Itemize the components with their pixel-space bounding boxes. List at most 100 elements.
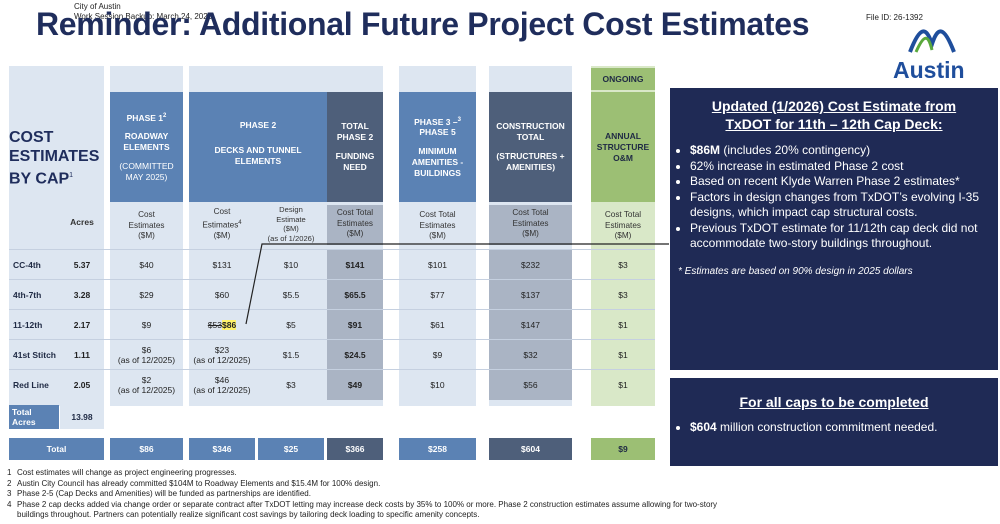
footnote-2: 2 Austin City Council has already committ… (7, 478, 381, 488)
row-separator (9, 309, 655, 310)
total-acres-line1: Total (12, 407, 32, 417)
om-line2: STRUCTURE (596, 141, 650, 152)
col-bg-labels (9, 66, 104, 406)
sub-p1-3: ($M) (138, 231, 155, 240)
cell-value: $23 (214, 345, 230, 355)
sub-p1-2: Estimates (128, 220, 165, 230)
cell-p2cost: $131 (189, 250, 255, 280)
label-line-3: BY CAP (9, 170, 70, 188)
completion-bullet-rest: million construction commitment needed. (716, 420, 938, 434)
sub-p2design-1: Design (279, 205, 303, 214)
sub-p35-1: Cost Total (419, 210, 456, 219)
total2-line1: TOTAL (341, 121, 369, 131)
cell-p1: $9 (110, 310, 183, 340)
sub-p35-2: Estimates (419, 220, 456, 230)
cell-p1: $40 (110, 250, 183, 280)
row-separator (9, 369, 655, 370)
footnote-mark: 1 (69, 172, 74, 179)
cell-value: $1 (618, 380, 628, 390)
sub-p35-3: ($M) (429, 231, 446, 240)
cell-value: $32 (523, 350, 538, 360)
sub-p1-1: Cost (138, 210, 155, 219)
header-om: ANNUAL STRUCTURE O&M (591, 92, 655, 202)
totals-construction: $604 (489, 438, 572, 460)
total-acres-line2: Acres (12, 417, 36, 427)
totals-p1: $86 (110, 438, 183, 460)
label-line-1: COST (9, 129, 54, 146)
completion-panel: For all caps to be completed $604 millio… (670, 378, 998, 466)
cell-value: $10 (283, 260, 299, 270)
file-id: File ID: 26-1392 (866, 13, 923, 22)
om-line3: O&M (613, 152, 633, 163)
phase1-line5: MAY 2025) (125, 172, 168, 183)
cell-value: $61 (430, 320, 445, 330)
cell-value: $5.5 (282, 290, 300, 300)
cell-p2cost: $23 (as of 12/2025) (189, 340, 255, 370)
phase35-sup: 3 (457, 116, 461, 123)
cell-p2cost: $60 (189, 280, 255, 310)
total2-line4: NEED (343, 162, 367, 172)
om-line1: ANNUAL (605, 130, 641, 141)
row-label: Red Line (13, 380, 49, 390)
phase1-title: PHASE 1 (126, 112, 164, 123)
phase35-line3: MINIMUM (418, 146, 457, 157)
row-separator (9, 249, 655, 250)
sub-total2-2: Estimates (337, 218, 373, 228)
city-label: City of Austin (74, 2, 121, 11)
cell-value: $29 (139, 290, 154, 300)
row-acres: 1.11 (73, 350, 91, 360)
cell-value: $141 (345, 260, 365, 270)
row-label: CC-4th (13, 260, 41, 270)
cell-note: (as of 12/2025) (117, 355, 176, 365)
cost-estimates-label: COST ESTIMATES BY CAP1 (9, 128, 99, 188)
sub-total2-1: Cost Total (336, 208, 374, 217)
sub-om-2: Estimates (605, 220, 641, 230)
phase1-line2: ROADWAY (124, 131, 169, 142)
session-label: Work Session Backup: March 24, 2026 (74, 12, 213, 21)
footnote-4-text: Phase 2 cap decks added via change order… (17, 499, 718, 520)
cell-p2design: $5.5 (258, 280, 324, 310)
cell-p2design: $5 (258, 310, 324, 340)
cell-value: $9 (141, 320, 152, 330)
footnote-2-text: Austin City Council has already committe… (17, 478, 381, 488)
sub-construction: Cost Total Estimates ($M) (489, 205, 572, 245)
row-acres: 2.17 (73, 320, 91, 330)
cell-value: $56 (523, 380, 538, 390)
cell-p35: $61 (399, 310, 476, 340)
footnote-3-text: Phase 2-5 (Cap Decks and Amenities) will… (17, 489, 311, 498)
sub-p35: Cost Total Estimates ($M) (399, 210, 476, 242)
cell-value: $40 (139, 260, 154, 270)
cell-value: $53$86 (208, 320, 237, 330)
row-separator (9, 279, 655, 280)
header-construction: CONSTRUCTION TOTAL (STRUCTURES + AMENITI… (489, 92, 572, 202)
cell-total2: $65.5 (327, 280, 383, 310)
callout-line (245, 243, 669, 325)
totals-p2design: $25 (258, 438, 324, 460)
cell-om: $3 (591, 250, 655, 280)
cell-p35: $101 (399, 250, 476, 280)
total-acres-label: Total Acres (9, 405, 59, 429)
update-title-2: TxDOT for 11th – 12th Cap Deck: (725, 116, 943, 132)
cell-om: $1 (591, 370, 655, 400)
row-label: 4th-7th (13, 290, 42, 300)
construction-line1: CONSTRUCTION (496, 121, 565, 131)
cell-value: $131 (212, 260, 232, 270)
cell-note: (as of 12/2025) (193, 355, 251, 365)
update-bullet-5: Previous TxDOT estimate for 11/12th cap … (690, 221, 998, 252)
sub-p2cost-1: Cost (213, 207, 231, 216)
cell-p2design: $1.5 (258, 340, 324, 370)
header-ongoing: ONGOING (591, 68, 655, 90)
cell-total2: $91 (327, 310, 383, 340)
footnote-1-text: Cost estimates will change as project en… (17, 468, 237, 477)
totals-p35: $258 (399, 438, 476, 460)
completion-bullet-bold: $604 (690, 420, 717, 434)
update-bullet-1: $86M (includes 20% contingency) (690, 143, 998, 159)
header-total2: TOTAL PHASE 2 FUNDING NEED (327, 92, 383, 202)
cell-p1: $2 (as of 12/2025) (110, 370, 183, 400)
cell-p2cost: $46 (as of 12/2025) (189, 370, 255, 400)
sub-om: Cost Total Estimates ($M) (591, 210, 655, 242)
sub-construction-1: Cost Total (512, 208, 549, 217)
cell-p35: $77 (399, 280, 476, 310)
cell-note: (as of 12/2025) (117, 385, 176, 395)
sub-p2cost-2: Estimates (202, 220, 239, 230)
